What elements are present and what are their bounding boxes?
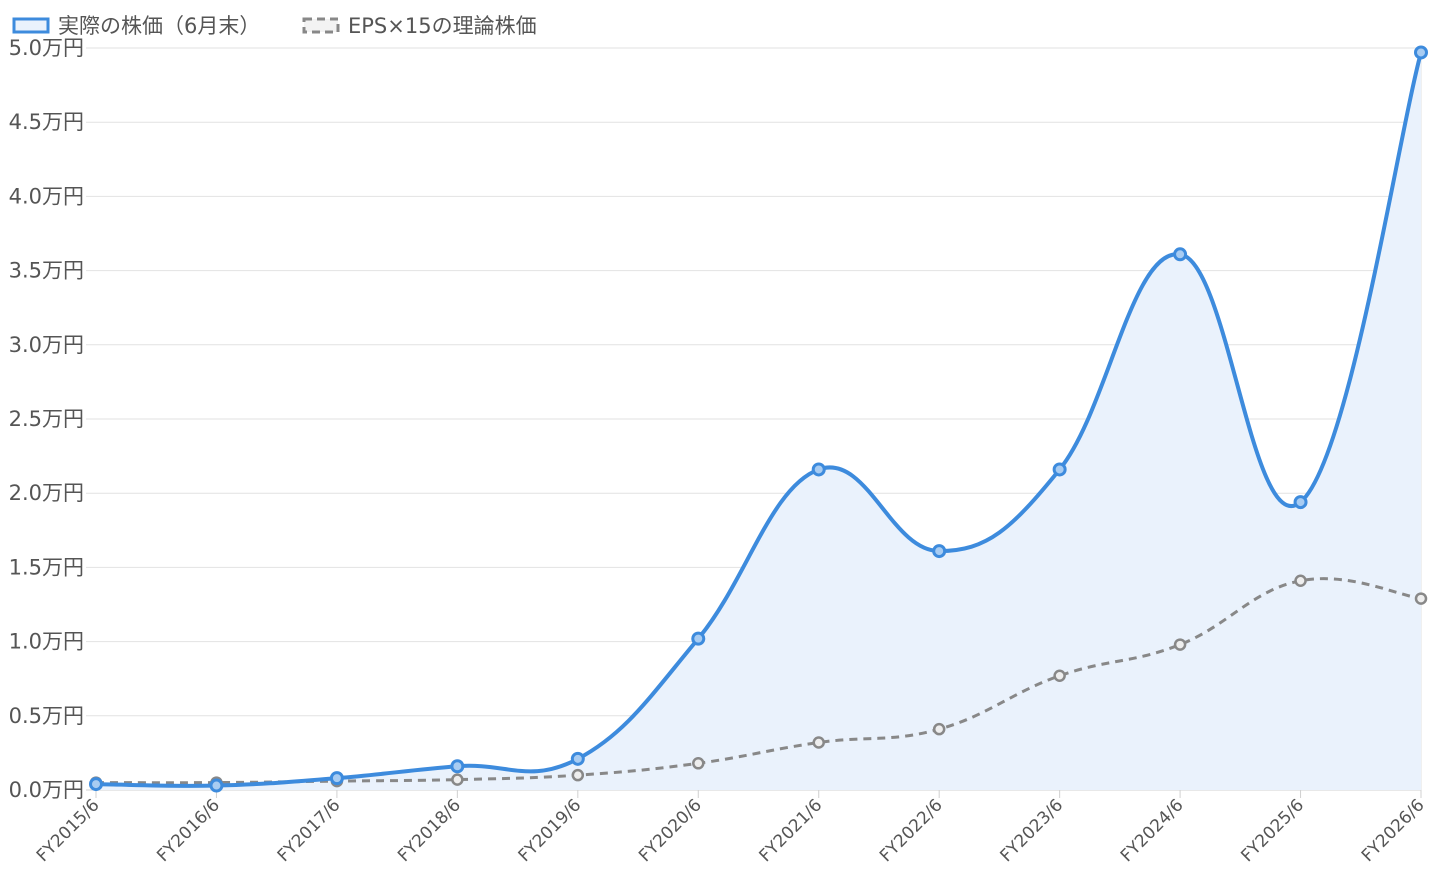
data-point-actual-FY2016/6[interactable] xyxy=(209,778,224,793)
x-tick-label: FY2024/6 xyxy=(1117,795,1188,866)
y-tick-label: 0.5万円 xyxy=(9,704,84,728)
x-tick-label: FY2025/6 xyxy=(1237,795,1308,866)
data-point-actual-FY2026/6[interactable] xyxy=(1414,45,1428,60)
data-point-actual-FY2024/6[interactable] xyxy=(1173,247,1188,262)
data-point-actual-FY2018/6[interactable] xyxy=(450,759,465,774)
y-tick-label: 4.0万円 xyxy=(9,184,84,208)
legend-label-actual-price: 実際の株価（6月末） xyxy=(58,14,260,38)
y-axis: 0.0万円 0.5万円 1.0万円 1.5万円 2.0万円 2.5万円 3.0万円 3.5万円… xyxy=(9,36,84,802)
series-line-actual-price xyxy=(95,51,1423,788)
y-tick-label: 2.5万円 xyxy=(9,407,84,431)
data-point-theoretical-FY2018/6[interactable] xyxy=(451,773,464,786)
legend-swatch-actual-price xyxy=(12,17,50,34)
data-point-actual-FY2025/6[interactable] xyxy=(1293,495,1308,510)
x-tick-label: FY2020/6 xyxy=(635,795,706,866)
x-tick-label: FY2015/6 xyxy=(33,795,104,866)
data-point-actual-FY2020/6[interactable] xyxy=(691,631,706,646)
x-tick-label: FY2018/6 xyxy=(394,795,465,866)
y-tick-label: 1.0万円 xyxy=(9,630,84,654)
data-point-theoretical-FY2020/6[interactable] xyxy=(692,757,705,770)
data-point-actual-FY2022/6[interactable] xyxy=(932,544,947,559)
x-axis: FY2015/6 FY2016/6 FY2017/6 FY2018/6 FY2019/6… xyxy=(33,790,1429,866)
data-point-theoretical-FY2023/6[interactable] xyxy=(1053,669,1066,682)
x-tick-label: FY2017/6 xyxy=(274,795,345,866)
data-point-actual-FY2015/6[interactable] xyxy=(89,777,103,792)
y-tick-label: 2.0万円 xyxy=(9,481,84,505)
data-point-theoretical-FY2024/6[interactable] xyxy=(1173,638,1187,651)
y-tick-label: 5.0万円 xyxy=(9,36,84,60)
data-point-theoretical-FY2025/6[interactable] xyxy=(1294,574,1307,588)
legend: 実際の株価（6月末） EPS×15の理論株価 xyxy=(12,14,537,38)
y-tick-label: 4.5万円 xyxy=(9,110,84,134)
data-point-theoretical-FY2019/6[interactable] xyxy=(571,768,585,782)
x-tick-label: FY2022/6 xyxy=(876,795,947,866)
legend-swatch-theoretical-price xyxy=(302,17,340,34)
data-point-actual-FY2021/6[interactable] xyxy=(811,462,826,477)
data-point-theoretical-FY2022/6[interactable] xyxy=(932,722,946,736)
legend-item-theoretical-price[interactable]: EPS×15の理論株価 xyxy=(302,14,537,38)
y-tick-label: 3.0万円 xyxy=(9,333,84,357)
x-tick-label: FY2016/6 xyxy=(153,795,224,866)
x-tick-label: FY2023/6 xyxy=(996,795,1067,866)
data-point-actual-FY2023/6[interactable] xyxy=(1052,462,1067,477)
legend-item-actual-price[interactable]: 実際の株価（6月末） xyxy=(12,14,260,38)
series-area-actual-price xyxy=(96,52,1421,790)
data-point-theoretical-FY2021/6[interactable] xyxy=(812,736,825,749)
x-tick-label: FY2021/6 xyxy=(756,795,827,866)
x-tick-label: FY2019/6 xyxy=(515,795,586,866)
y-tick-label: 1.5万円 xyxy=(9,555,84,579)
plot-area xyxy=(89,45,1428,793)
legend-label-theoretical-price: EPS×15の理論株価 xyxy=(348,14,537,38)
y-tick-label: 3.5万円 xyxy=(9,259,84,283)
data-point-theoretical-FY2026/6[interactable] xyxy=(1414,592,1428,605)
data-point-actual-FY2017/6[interactable] xyxy=(329,771,344,786)
x-tick-label: FY2026/6 xyxy=(1358,795,1429,866)
y-tick-label: 0.0万円 xyxy=(9,778,84,802)
data-point-actual-FY2019/6[interactable] xyxy=(570,751,585,766)
